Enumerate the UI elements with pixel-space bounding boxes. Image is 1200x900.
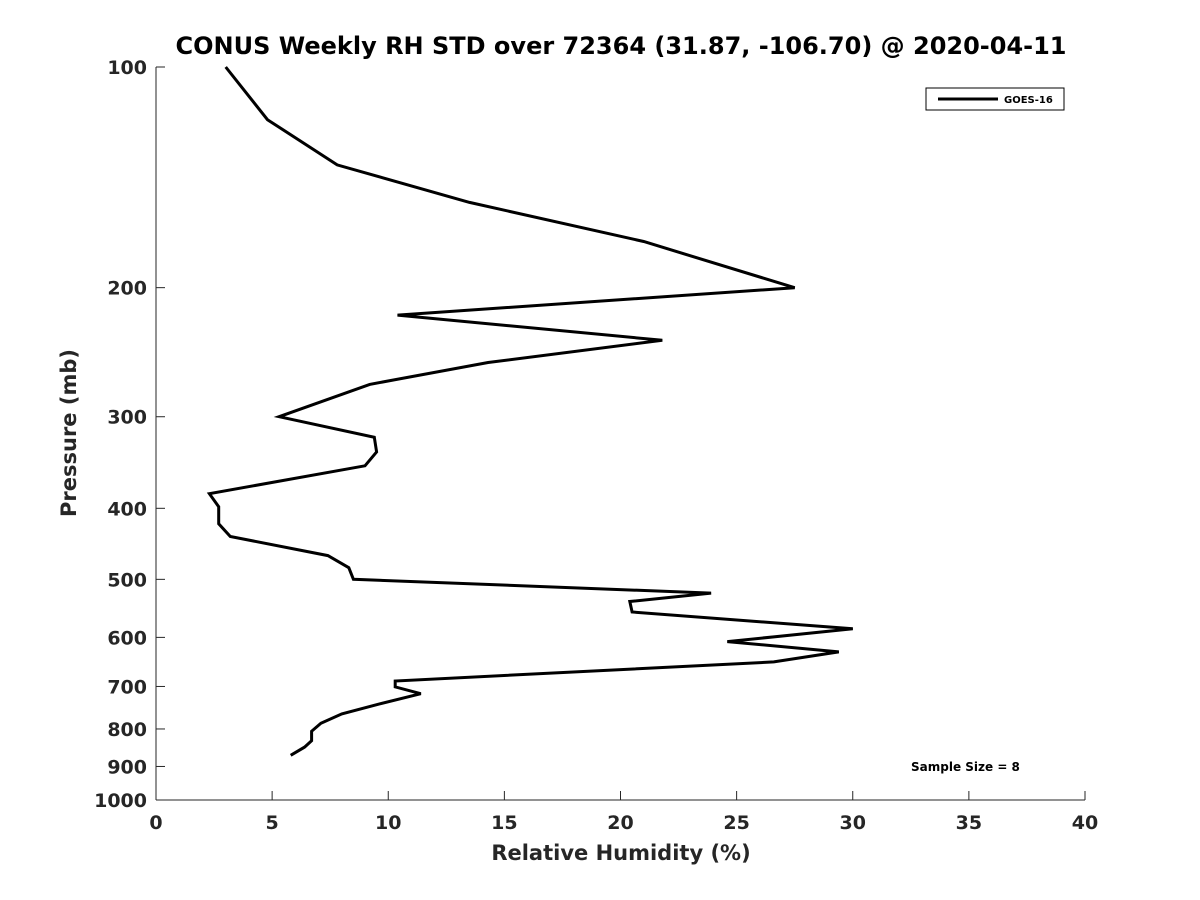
y-tick-label: 400 bbox=[107, 498, 147, 520]
chart-title: CONUS Weekly RH STD over 72364 (31.87, -… bbox=[175, 32, 1066, 60]
x-tick-label: 25 bbox=[723, 812, 749, 834]
x-tick-label: 20 bbox=[607, 812, 633, 834]
x-tick-label: 15 bbox=[491, 812, 517, 834]
x-tick-label: 0 bbox=[149, 812, 162, 834]
y-tick-label: 200 bbox=[107, 278, 147, 300]
series-line-goes-16 bbox=[206, 66, 853, 757]
x-tick-label: 10 bbox=[375, 812, 401, 834]
y-tick-label: 600 bbox=[107, 627, 147, 649]
y-tick-label: 500 bbox=[107, 569, 147, 591]
y-tick-label: 1000 bbox=[94, 790, 147, 812]
y-tick-label: 800 bbox=[107, 719, 147, 741]
x-tick-label: 5 bbox=[266, 812, 279, 834]
y-axis-ticks: 100 200 300 400 500 600 700 800 900 1000 bbox=[94, 57, 165, 812]
series-layer bbox=[206, 66, 853, 757]
x-tick-label: 30 bbox=[840, 812, 866, 834]
y-tick-label: 300 bbox=[107, 407, 147, 429]
axes bbox=[155, 67, 1085, 801]
y-tick-label: 900 bbox=[107, 756, 147, 778]
sample-size-note: Sample Size = 8 bbox=[911, 760, 1020, 774]
x-axis-ticks: 0 5 10 15 20 25 30 35 40 bbox=[149, 791, 1098, 834]
x-tick-label: 35 bbox=[956, 812, 982, 834]
x-tick-label: 40 bbox=[1072, 812, 1098, 834]
x-axis-label: Relative Humidity (%) bbox=[491, 841, 750, 865]
y-tick-label: 700 bbox=[107, 676, 147, 698]
legend-label-goes-16: GOES-16 bbox=[1004, 95, 1053, 106]
legend: GOES-16 bbox=[925, 87, 1065, 111]
y-tick-label: 100 bbox=[107, 57, 147, 79]
y-axis-label: Pressure (mb) bbox=[57, 349, 81, 517]
